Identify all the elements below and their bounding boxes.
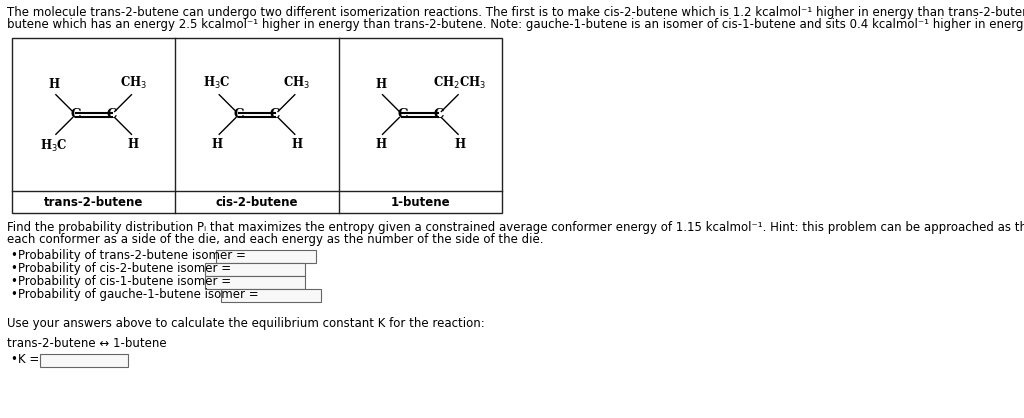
Text: CH$_3$: CH$_3$ xyxy=(120,74,147,91)
Text: H: H xyxy=(291,138,302,151)
Text: •: • xyxy=(10,275,16,288)
Text: H: H xyxy=(128,138,139,151)
Bar xyxy=(205,276,305,289)
Text: CH$_3$: CH$_3$ xyxy=(284,74,310,91)
Text: CH$_2$CH$_3$: CH$_2$CH$_3$ xyxy=(433,74,486,91)
Text: The molecule trans-2-butene can undergo two different isomerization reactions. T: The molecule trans-2-butene can undergo … xyxy=(7,6,1024,19)
Text: K =: K = xyxy=(18,353,39,366)
Text: Find the probability distribution Pᵢ that maximizes the entropy given a constrai: Find the probability distribution Pᵢ tha… xyxy=(7,221,1024,234)
Bar xyxy=(221,289,321,302)
Text: C: C xyxy=(233,108,245,121)
Bar xyxy=(216,250,315,263)
Text: H$_3$C: H$_3$C xyxy=(204,74,231,91)
Text: C: C xyxy=(433,108,443,121)
Text: Probability of trans-2-butene isomer =: Probability of trans-2-butene isomer = xyxy=(18,249,246,262)
Text: C: C xyxy=(397,108,408,121)
Text: C: C xyxy=(71,108,81,121)
Text: •: • xyxy=(10,288,16,301)
Bar xyxy=(12,38,502,213)
Text: H: H xyxy=(375,78,386,91)
Text: Probability of cis-2-butene isomer =: Probability of cis-2-butene isomer = xyxy=(18,262,231,275)
Text: •: • xyxy=(10,249,16,262)
Text: butene which has an energy 2.5 kcalmol⁻¹ higher in energy than trans-2-butene. N: butene which has an energy 2.5 kcalmol⁻¹… xyxy=(7,18,1024,31)
Text: H: H xyxy=(48,78,59,91)
Text: H: H xyxy=(375,138,386,151)
Text: •: • xyxy=(10,353,16,366)
Text: Use your answers above to calculate the equilibrium constant K for the reaction:: Use your answers above to calculate the … xyxy=(7,317,484,330)
Text: cis-2-butene: cis-2-butene xyxy=(216,196,298,209)
Text: C: C xyxy=(269,108,281,121)
Bar xyxy=(40,354,128,367)
Text: H: H xyxy=(455,138,466,151)
Text: 1-butene: 1-butene xyxy=(390,196,451,209)
Text: trans-2-butene: trans-2-butene xyxy=(44,196,143,209)
Text: Probability of gauche-1-butene isomer =: Probability of gauche-1-butene isomer = xyxy=(18,288,259,301)
Bar xyxy=(205,263,305,276)
Text: each conformer as a side of the die, and each energy as the number of the side o: each conformer as a side of the die, and… xyxy=(7,233,544,246)
Text: Probability of cis-1-butene isomer =: Probability of cis-1-butene isomer = xyxy=(18,275,231,288)
Text: H$_3$C: H$_3$C xyxy=(40,138,68,154)
Text: C: C xyxy=(106,108,117,121)
Text: trans-2-butene ↔ 1-butene: trans-2-butene ↔ 1-butene xyxy=(7,337,167,350)
Text: H: H xyxy=(212,138,223,151)
Text: •: • xyxy=(10,262,16,275)
